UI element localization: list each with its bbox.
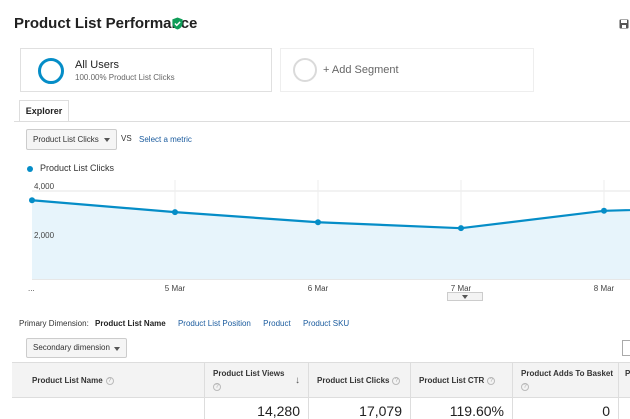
add-segment-button[interactable]: + Add Segment [280, 48, 534, 92]
chevron-down-icon [104, 138, 110, 142]
y-tick-label: 4,000 [34, 182, 55, 191]
totals-cell-views: 14,280 [204, 398, 308, 419]
totals-cell-adds-to-basket: 0 [512, 398, 618, 419]
chevron-down-icon [462, 295, 468, 299]
data-point [172, 209, 178, 216]
data-point [315, 219, 321, 226]
column-header-product-adds-to-basket[interactable]: Product Adds To Basket ? [512, 363, 618, 399]
column-header-product-list-clicks[interactable]: Product List Clicks? [308, 363, 410, 399]
help-icon[interactable]: ? [392, 376, 401, 385]
column-label: Product List Clicks [317, 376, 390, 385]
column-header-truncated[interactable]: P [618, 363, 630, 399]
secondary-dimension-label: Secondary dimension [33, 343, 110, 352]
page-title: Product List Performance [14, 15, 198, 32]
help-icon[interactable]: ? [213, 383, 221, 391]
table-option-checkbox[interactable] [622, 340, 630, 356]
tab-explorer[interactable]: Explorer [19, 100, 69, 122]
column-header-product-list-views[interactable]: Product List Views ? ↓ [204, 363, 308, 399]
totals-cell-truncated [618, 398, 630, 419]
help-icon[interactable]: ? [105, 376, 114, 385]
chart-expand-handle[interactable] [447, 292, 483, 301]
dimension-option-product[interactable]: Product [263, 319, 291, 328]
primary-dimension-current: Product List Name [95, 319, 166, 328]
column-label: Product List CTR [419, 376, 485, 385]
dimension-option-sku[interactable]: Product SKU [302, 319, 350, 328]
x-tick-label: 7 Mar [451, 284, 472, 293]
help-icon[interactable]: ? [487, 376, 496, 385]
primary-dimension-bar: Primary Dimension: Product List Name Pro… [19, 319, 359, 328]
x-tick-label: 8 Mar [594, 284, 615, 293]
segment-subtitle: 100.00% Product List Clicks [75, 73, 175, 82]
help-icon[interactable]: ? [521, 383, 529, 391]
x-tick-label: ... [28, 284, 35, 293]
segment-all-users[interactable]: All Users 100.00% Product List Clicks [20, 48, 272, 92]
totals-cell-name [12, 398, 204, 419]
verified-shield-icon [172, 17, 183, 30]
totals-cell-clicks: 17,079 [308, 398, 410, 419]
report-header: Product List Performance [0, 0, 630, 48]
column-header-product-list-ctr[interactable]: Product List CTR? [410, 363, 512, 399]
x-tick-label: 5 Mar [165, 284, 186, 293]
segment-name: All Users [75, 59, 120, 71]
table-header: Product List Name? Product List Views ? … [12, 362, 630, 399]
chart-canvas: ... 5 Mar 6 Mar 7 Mar 8 Mar [28, 180, 630, 293]
metric-dropdown-label: Product List Clicks [33, 135, 99, 144]
line-chart: ... 5 Mar 6 Mar 7 Mar 8 Mar 4,000 2,000 [0, 176, 630, 304]
data-point [458, 225, 464, 232]
data-point [601, 207, 607, 214]
y-tick-label: 2,000 [34, 231, 55, 240]
metric-dropdown[interactable]: Product List Clicks [26, 129, 117, 150]
column-label: Product List Name [32, 376, 103, 385]
dimension-option-position[interactable]: Product List Position [177, 319, 251, 328]
column-label: P [625, 369, 630, 378]
totals-cell-ctr: 119.60% [410, 398, 512, 419]
tab-divider [14, 121, 630, 122]
segment-bar: All Users 100.00% Product List Clicks + … [14, 46, 630, 94]
legend-label: Product List Clicks [40, 163, 115, 173]
series-area [32, 200, 630, 279]
empty-segment-ring-icon [293, 58, 317, 82]
add-segment-label: + Add Segment [323, 64, 399, 76]
column-label: Product List Views [213, 369, 285, 378]
legend-marker [27, 166, 33, 172]
chevron-down-icon [114, 347, 120, 351]
sort-descending-icon[interactable]: ↓ [295, 375, 300, 386]
x-tick-label: 6 Mar [308, 284, 329, 293]
column-label: Product Adds To Basket [521, 369, 614, 378]
segment-ring-icon [38, 58, 64, 84]
primary-dimension-label: Primary Dimension: [19, 319, 89, 328]
select-metric-link[interactable]: Select a metric [139, 135, 192, 144]
secondary-dimension-dropdown[interactable]: Secondary dimension [26, 338, 127, 358]
vs-label: VS [121, 134, 132, 143]
table-totals-row: 14,280 17,079 119.60% 0 [12, 398, 630, 419]
column-header-product-list-name[interactable]: Product List Name? [12, 363, 204, 399]
series-line [31, 199, 630, 230]
data-point [29, 197, 35, 204]
save-icon[interactable] [619, 19, 629, 29]
